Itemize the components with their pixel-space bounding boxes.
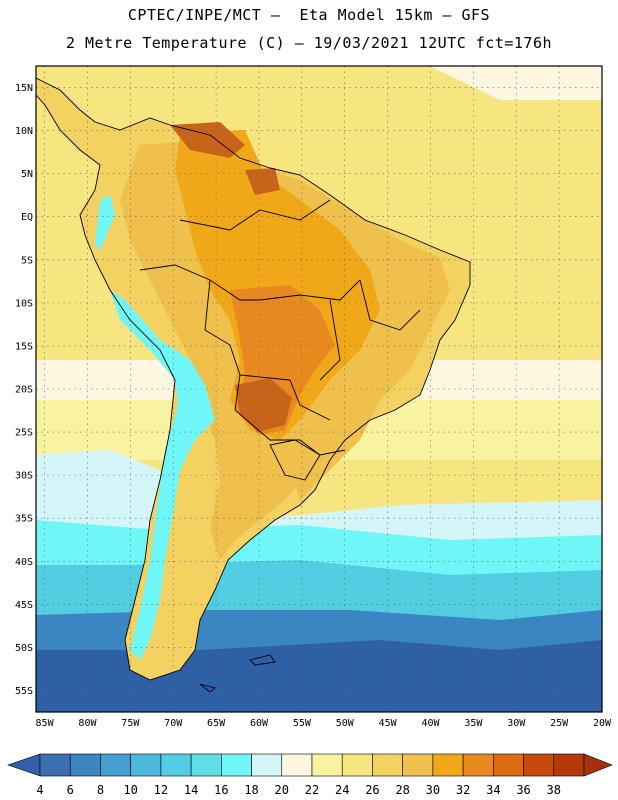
colorbar-box <box>190 753 222 777</box>
lat-label: 10N <box>15 126 33 137</box>
lat-label: 5S <box>21 255 33 266</box>
chart-title-line1: CPTEC/INPE/MCT – Eta Model 15km – GFS <box>127 6 491 24</box>
colorbar-label: 22 <box>305 783 319 797</box>
lon-label: 55W <box>293 718 312 729</box>
lat-label: 55S <box>15 686 33 697</box>
lon-label: 40W <box>421 718 440 729</box>
colorbar-boxes <box>7 753 613 777</box>
lat-label: 15S <box>15 341 33 352</box>
lat-label: 10S <box>15 298 33 309</box>
lon-label: 30W <box>507 718 526 729</box>
lat-label: 30S <box>15 471 33 482</box>
colorbar-label: 18 <box>244 783 258 797</box>
colorbar-box <box>251 753 283 777</box>
andes-cold-region <box>95 195 215 660</box>
colorbar-label: 6 <box>67 783 74 797</box>
lon-label: 60W <box>250 718 269 729</box>
map-fields <box>36 66 602 712</box>
colorbar-label: 12 <box>154 783 168 797</box>
colorbar-label: 24 <box>335 783 349 797</box>
temperature-map: 15N 10N 5N EQ 5S 10S 15S 20S 25S 30S 35S 40S 45S 50S 5… <box>15 65 612 729</box>
lon-label: 25W <box>550 718 569 729</box>
lon-label: 45W <box>379 718 398 729</box>
colorbar-label: 32 <box>456 783 470 797</box>
lon-label: 20W <box>593 718 612 729</box>
ocean-deep-band <box>36 640 602 712</box>
colorbar-label: 8 <box>97 783 104 797</box>
colorbar-box <box>432 753 464 777</box>
colorbar-box <box>69 753 101 777</box>
latitude-axis-labels: 15N 10N 5N EQ 5S 10S 15S 20S 25S 30S 35S 40S 45S 50S 5… <box>15 83 33 697</box>
colorbar-box <box>493 753 524 777</box>
colorbar-box <box>160 753 192 777</box>
colorbar-box <box>221 753 252 777</box>
land-hottest-chaco <box>235 378 292 432</box>
lat-label: 20S <box>15 385 33 396</box>
lat-label: 40S <box>15 557 33 568</box>
colorbar-box <box>523 753 555 777</box>
longitude-axis-labels: 85W 80W 75W 70W 65W 60W 55W 50W 45W 40W 35W 30W 25W 2… <box>36 718 612 729</box>
colorbar-box <box>130 753 162 777</box>
colorbar-label: 16 <box>214 783 228 797</box>
colorbar-labels: 4 6 8 10 12 14 16 18 20 22 24 26 28 30 32 34 36 38 <box>36 783 561 797</box>
colorbar-label: 4 <box>36 783 43 797</box>
colorbar-label: 34 <box>486 783 500 797</box>
lon-label: 50W <box>336 718 355 729</box>
lat-label: 50S <box>15 643 33 654</box>
colorbar-box <box>462 753 494 777</box>
colorbar-below-arrow <box>7 753 41 777</box>
colorbar-box <box>341 753 373 777</box>
colorbar-box <box>39 753 71 777</box>
colorbar-box <box>311 753 343 777</box>
lon-label: 65W <box>207 718 226 729</box>
colorbar-label: 26 <box>365 783 379 797</box>
lat-label: 25S <box>15 428 33 439</box>
lon-label: 85W <box>36 718 55 729</box>
land-hot-region <box>175 130 380 440</box>
colorbar-box <box>553 753 585 777</box>
lat-label: 5N <box>21 169 33 180</box>
colorbar-box <box>372 753 403 777</box>
colorbar-label: 30 <box>426 783 440 797</box>
lat-label: 15N <box>15 83 33 94</box>
colorbar-box <box>100 753 131 777</box>
colorbar-label: 36 <box>516 783 530 797</box>
lon-label: 35W <box>464 718 483 729</box>
country-borders <box>36 77 471 693</box>
colorbar-box <box>402 753 434 777</box>
colorbar-label: 28 <box>395 783 409 797</box>
lon-label: 75W <box>121 718 140 729</box>
map-frame <box>35 65 603 713</box>
graticule <box>36 66 602 712</box>
colorbar-above-arrow <box>583 753 613 777</box>
lon-label: 80W <box>78 718 97 729</box>
colorbar-box <box>281 753 313 777</box>
lat-label: EQ <box>21 212 33 223</box>
chart-title-line2: 2 Metre Temperature (C) – 19/03/2021 12U… <box>65 34 553 52</box>
lon-label: 70W <box>164 718 183 729</box>
land-hottest-north <box>170 122 245 158</box>
land-hottest-guianas <box>245 168 280 195</box>
lat-label: 45S <box>15 600 33 611</box>
colorbar: 4 6 8 10 12 14 16 18 20 22 24 26 28 30 32 34 36 38 <box>7 753 613 797</box>
colorbar-label: 10 <box>123 783 137 797</box>
lat-label: 35S <box>15 514 33 525</box>
colorbar-label: 14 <box>184 783 198 797</box>
colorbar-label: 38 <box>547 783 561 797</box>
colorbar-label: 20 <box>275 783 289 797</box>
